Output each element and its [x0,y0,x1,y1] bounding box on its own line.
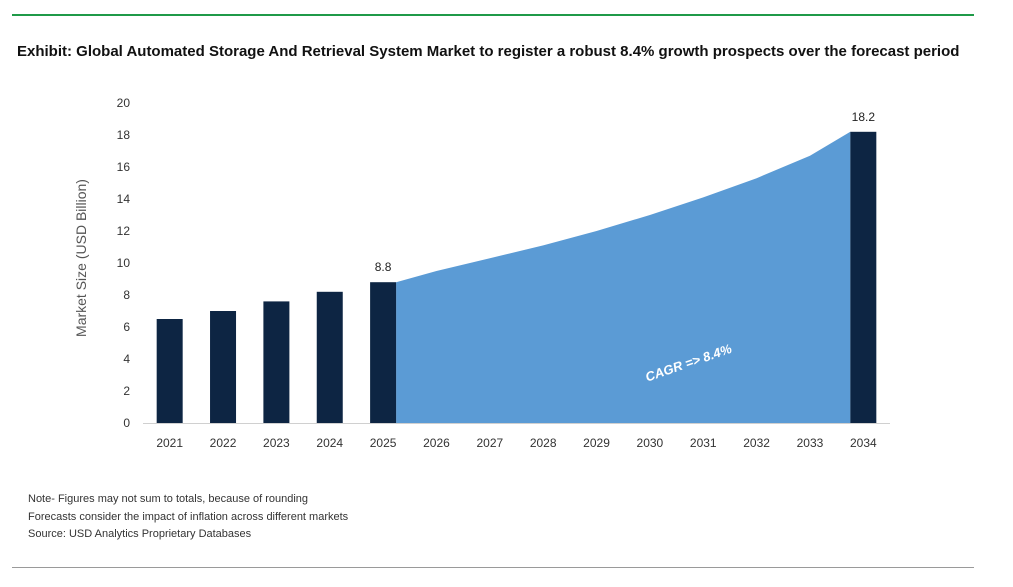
x-tick-label-2029: 2029 [583,436,610,450]
chart-notes: Note- Figures may not sum to totals, bec… [28,491,348,544]
x-tick-label-2031: 2031 [690,436,717,450]
note-inflation: Forecasts consider the impact of inflati… [28,510,349,523]
y-tick-label-16: 16 [117,160,131,174]
y-tick-label-20: 20 [117,96,131,110]
bar-2025 [370,282,397,423]
x-tick-label-2026: 2026 [423,436,450,450]
chart-title: Exhibit: Global Automated Storage And Re… [17,43,960,60]
x-tick-label-2033: 2033 [797,436,824,450]
bar-2023 [263,301,290,423]
x-tick-label-2028: 2028 [530,436,557,450]
bottom-divider [12,567,974,568]
y-tick-label-4: 4 [123,352,130,366]
y-axis-title: Market Size (USD Billion) [73,179,89,337]
forecast-area [396,131,851,424]
x-tick-label-2034: 2034 [850,436,877,450]
y-tick-label-0: 0 [123,416,130,430]
y-tick-label-18: 18 [117,128,131,142]
x-tick-label-2022: 2022 [210,436,237,450]
x-tick-label-2024: 2024 [316,436,343,450]
y-tick-label-8: 8 [123,288,130,302]
y-tick-label-2: 2 [123,384,130,398]
bar-2021 [156,319,183,423]
y-tick-label-6: 6 [123,320,130,334]
x-tick-label-2021: 2021 [156,436,183,450]
x-tick-label-2030: 2030 [637,436,664,450]
note-rounding: Note- Figures may not sum to totals, bec… [28,493,309,505]
y-tick-label-12: 12 [117,224,131,238]
top-divider [12,14,974,16]
y-tick-label-14: 14 [117,192,131,206]
bar-2022 [210,311,237,423]
note-source: Source: USD Analytics Proprietary Databa… [28,528,252,540]
x-tick-label-2023: 2023 [263,436,290,450]
x-tick-label-2025: 2025 [370,436,397,450]
x-tick-label-2032: 2032 [743,436,770,450]
bar-2034 [850,131,877,424]
bar-2024 [316,291,343,423]
data-label-2025: 8.8 [375,260,392,274]
y-tick-label-10: 10 [117,256,131,270]
data-label-2034: 18.2 [852,110,876,124]
x-tick-label-2027: 2027 [476,436,503,450]
